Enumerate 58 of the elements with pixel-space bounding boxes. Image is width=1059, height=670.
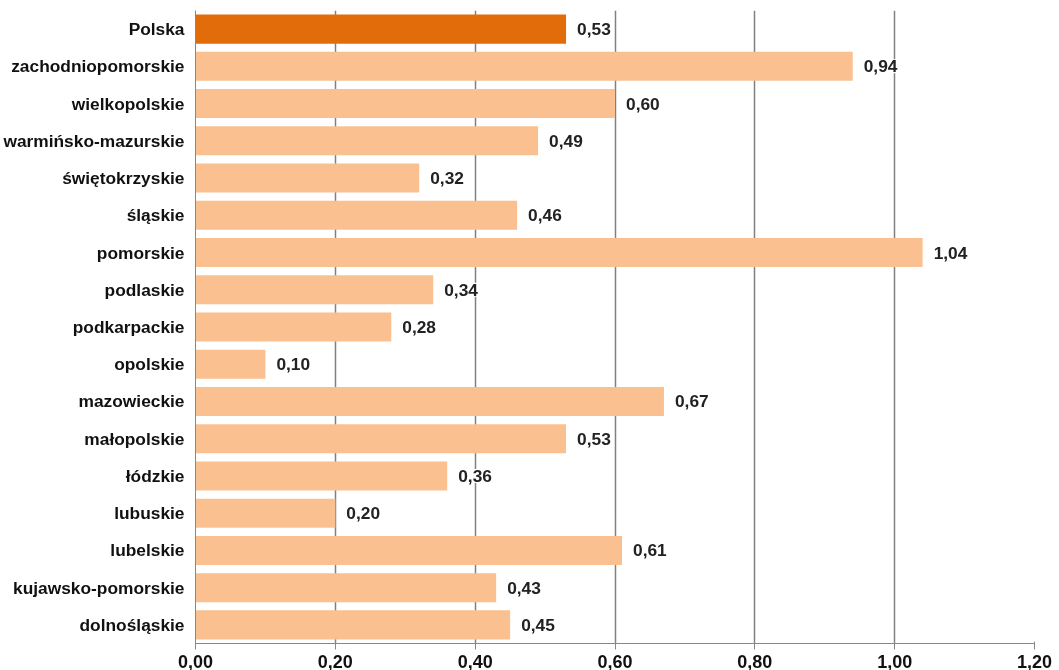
data-label: 0,53 — [577, 428, 612, 449]
data-label: 1,04 — [933, 242, 968, 263]
data-label: 0,10 — [276, 354, 311, 375]
y-tick-label: mazowieckie — [78, 391, 185, 412]
x-tick-label: 0,60 — [597, 651, 633, 670]
data-label: 0,28 — [402, 317, 437, 337]
data-label: 0,67 — [674, 391, 709, 412]
bar — [195, 312, 392, 342]
y-tick-label: kujawsko-pomorskie — [13, 577, 185, 598]
data-label: 0,60 — [626, 93, 660, 114]
bar — [195, 535, 622, 565]
x-tick-label: 1,20 — [1016, 651, 1053, 670]
data-label: 0,61 — [632, 540, 668, 561]
bar — [195, 461, 448, 491]
x-tick-label: 0,20 — [317, 651, 353, 670]
x-tick-label: 0,80 — [737, 651, 773, 670]
bar — [195, 200, 518, 230]
bar — [195, 424, 567, 454]
y-tick-label: lubuskie — [114, 503, 185, 524]
data-label: 0,36 — [458, 465, 493, 486]
x-tick-label: 0,00 — [177, 651, 214, 670]
y-tick-label: świętokrzyskie — [62, 168, 185, 189]
y-tick-label: warmińsko-mazurskie — [2, 130, 185, 151]
bar — [195, 386, 664, 416]
data-label: 0,53 — [577, 19, 612, 40]
bar — [195, 51, 853, 81]
bar — [195, 14, 567, 44]
data-label: 0,94 — [863, 56, 898, 77]
y-tick-label: podkarpackie — [72, 317, 185, 337]
x-tick-label: 1,00 — [877, 651, 913, 670]
bar — [195, 349, 266, 379]
bar — [195, 573, 497, 603]
x-tick-label: 0,40 — [457, 651, 493, 670]
bar — [195, 610, 511, 640]
data-label: 0,32 — [430, 168, 464, 189]
bar — [195, 498, 336, 528]
y-tick-label: śląskie — [126, 205, 185, 226]
data-label: 0,46 — [528, 205, 563, 226]
data-label: 0,20 — [346, 503, 381, 524]
data-label: 0,43 — [507, 577, 542, 598]
bar — [195, 89, 615, 119]
y-tick-label: lubelskie — [110, 540, 185, 561]
y-tick-label: wielkopolskie — [70, 93, 185, 114]
y-tick-label: podlaskie — [104, 279, 185, 300]
data-label: 0,49 — [549, 130, 583, 151]
data-label: 0,45 — [521, 614, 556, 635]
bar — [195, 126, 539, 156]
y-tick-label: Polska — [128, 19, 185, 40]
data-label: 0,34 — [444, 279, 479, 300]
y-tick-label: łódzkie — [125, 465, 185, 486]
bar — [195, 238, 923, 268]
y-tick-label: pomorskie — [96, 242, 185, 263]
bar — [195, 275, 434, 305]
y-tick-label: dolnośląskie — [79, 614, 185, 635]
y-tick-label: małopolskie — [84, 428, 185, 449]
bar — [195, 163, 420, 193]
y-tick-label: opolskie — [114, 354, 185, 375]
y-tick-label: zachodniopomorskie — [11, 56, 185, 77]
